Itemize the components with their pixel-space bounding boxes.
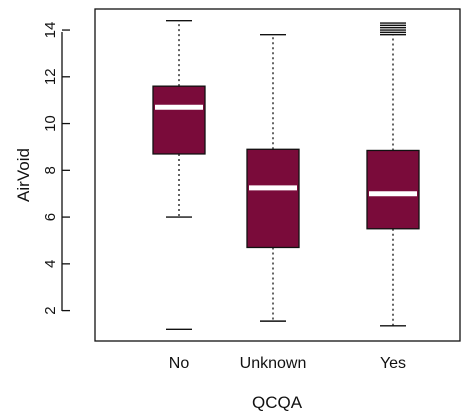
- iqr-box: [366, 149, 420, 230]
- y-tick-label: 10: [42, 115, 59, 132]
- y-tick-label: 6: [42, 213, 59, 221]
- box-unknown: [246, 34, 300, 322]
- plot-frame: [94, 8, 461, 342]
- y-axis-title: AirVoid: [14, 148, 33, 202]
- x-tick-label: Yes: [380, 355, 406, 372]
- boxplot-series: [152, 19, 420, 331]
- y-tick-label: 4: [42, 260, 59, 268]
- y-tick-label: 12: [42, 68, 59, 85]
- y-axis-ticks: 2 4 6 8 10 12 14: [42, 22, 70, 315]
- x-axis-category-labels: No Unknown Yes: [169, 355, 406, 372]
- y-tick-label: 2: [42, 306, 59, 314]
- box-no: [152, 19, 206, 331]
- x-tick-label: Unknown: [240, 355, 307, 372]
- y-tick-label: 8: [42, 166, 59, 174]
- box-yes: [366, 22, 420, 327]
- x-tick-label: No: [169, 355, 190, 372]
- y-tick-label: 14: [42, 22, 59, 39]
- iqr-box: [152, 85, 206, 155]
- x-axis-title: QCQA: [252, 393, 303, 412]
- iqr-box: [246, 148, 300, 249]
